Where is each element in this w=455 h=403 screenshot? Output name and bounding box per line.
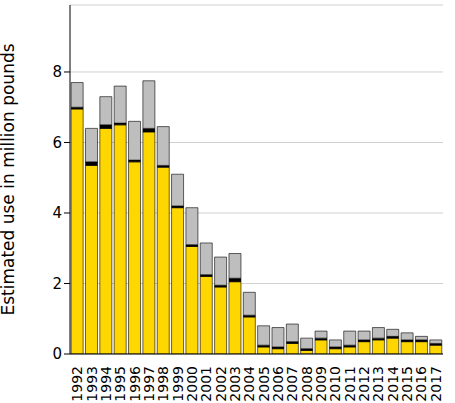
svg-text:2016: 2016	[413, 366, 430, 402]
svg-text:1992: 1992	[69, 366, 86, 402]
svg-text:2004: 2004	[241, 366, 258, 402]
svg-text:0: 0	[52, 345, 62, 363]
svg-text:2011: 2011	[341, 366, 358, 402]
svg-text:2008: 2008	[298, 366, 315, 402]
svg-text:6: 6	[52, 134, 62, 152]
svg-text:1999: 1999	[169, 366, 186, 402]
svg-text:2000: 2000	[183, 366, 200, 402]
svg-text:1994: 1994	[97, 366, 114, 402]
svg-text:2010: 2010	[327, 366, 344, 402]
svg-text:Estimated use in million pound: Estimated use in million pounds	[8, 43, 18, 315]
svg-text:2005: 2005	[255, 366, 272, 402]
svg-text:2015: 2015	[399, 366, 416, 402]
svg-text:2001: 2001	[198, 366, 215, 402]
svg-text:2: 2	[52, 275, 62, 293]
svg-text:1997: 1997	[140, 366, 157, 402]
svg-text:2013: 2013	[370, 366, 387, 402]
svg-text:2014: 2014	[384, 366, 401, 402]
svg-text:8: 8	[52, 63, 62, 81]
svg-text:2009: 2009	[313, 366, 330, 402]
svg-text:1995: 1995	[112, 366, 129, 402]
svg-text:2003: 2003	[227, 366, 243, 402]
svg-text:2012: 2012	[356, 366, 373, 402]
svg-text:1993: 1993	[83, 366, 100, 402]
svg-text:2017: 2017	[428, 366, 444, 402]
svg-text:4: 4	[52, 204, 62, 222]
svg-text:2007: 2007	[284, 366, 301, 402]
svg-text:1996: 1996	[126, 366, 143, 402]
svg-text:1998: 1998	[155, 366, 172, 402]
svg-text:2002: 2002	[212, 366, 229, 402]
svg-text:2006: 2006	[270, 366, 286, 402]
